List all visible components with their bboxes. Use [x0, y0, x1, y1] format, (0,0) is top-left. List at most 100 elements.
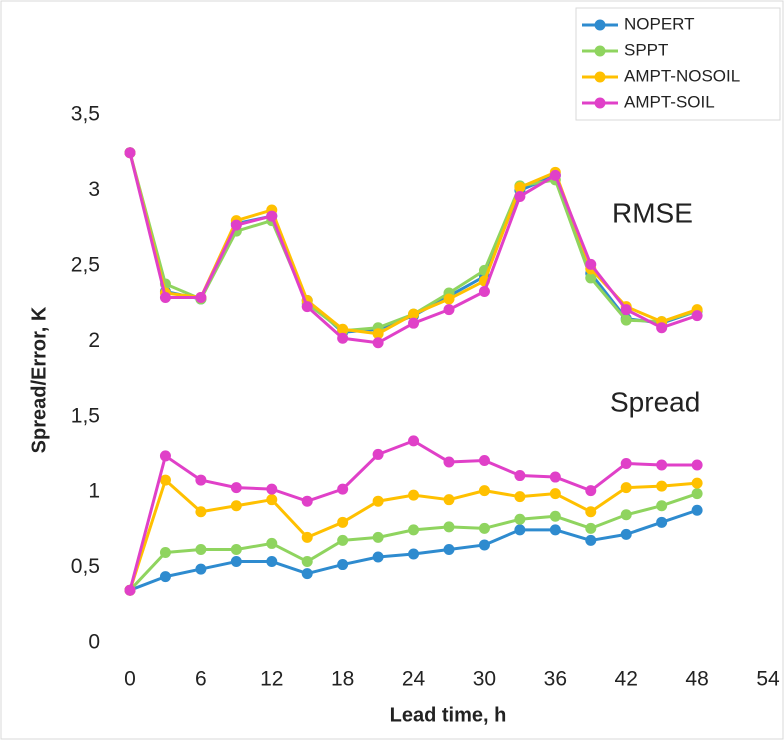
y-tick-label: 1	[88, 480, 100, 503]
data-point	[585, 485, 597, 497]
data-point	[478, 454, 490, 466]
data-point	[514, 491, 526, 503]
data-point	[585, 522, 597, 534]
data-point	[337, 332, 349, 344]
data-point	[443, 521, 455, 533]
data-point	[124, 584, 136, 596]
legend-marker	[594, 71, 606, 83]
data-point	[620, 528, 632, 540]
data-point	[549, 524, 561, 536]
data-point	[301, 495, 313, 507]
data-point	[514, 190, 526, 202]
y-tick-label: 3,5	[71, 103, 100, 126]
data-point	[337, 323, 349, 335]
data-point	[266, 483, 278, 495]
y-axis-label: Spread/Error, K	[28, 306, 50, 453]
legend-label: NOPERT	[624, 14, 695, 33]
y-tick-label: 0,5	[71, 555, 100, 578]
data-point	[230, 500, 242, 512]
data-point	[408, 317, 420, 329]
data-point	[691, 488, 703, 500]
data-point	[620, 482, 632, 494]
data-point	[549, 488, 561, 500]
data-point	[301, 568, 313, 580]
data-point	[372, 551, 384, 563]
data-point	[230, 219, 242, 231]
data-point	[159, 474, 171, 486]
data-point	[408, 308, 420, 320]
data-point	[585, 506, 597, 518]
data-point	[159, 450, 171, 462]
y-tick-label: 2	[88, 329, 100, 352]
data-point	[549, 510, 561, 522]
data-point	[408, 524, 420, 536]
data-point	[478, 539, 490, 551]
annotation: Spread	[610, 386, 700, 417]
data-point	[408, 548, 420, 560]
data-point	[443, 293, 455, 305]
data-point	[301, 531, 313, 543]
data-point	[656, 500, 668, 512]
data-point	[514, 524, 526, 536]
legend-label: SPPT	[624, 40, 668, 59]
data-point	[408, 435, 420, 447]
data-point	[585, 534, 597, 546]
data-point	[372, 531, 384, 543]
data-point	[230, 556, 242, 568]
x-tick-label: 6	[195, 668, 207, 691]
data-point	[443, 304, 455, 316]
data-point	[301, 301, 313, 313]
data-point	[372, 495, 384, 507]
data-point	[372, 328, 384, 340]
data-point	[266, 537, 278, 549]
x-tick-label: 12	[260, 668, 283, 691]
legend-label: AMPT-SOIL	[624, 92, 715, 111]
data-point	[159, 571, 171, 583]
data-point	[620, 314, 632, 326]
y-tick-label: 0	[88, 631, 100, 654]
data-point	[620, 457, 632, 469]
data-point	[514, 513, 526, 525]
data-point	[691, 310, 703, 322]
x-tick-label: 54	[756, 668, 780, 691]
data-point	[372, 337, 384, 349]
data-point	[620, 304, 632, 316]
data-point	[656, 459, 668, 471]
data-point	[195, 543, 207, 555]
x-tick-label: 30	[473, 668, 496, 691]
legend-marker	[594, 45, 606, 57]
x-tick-label: 36	[544, 668, 567, 691]
data-point	[301, 556, 313, 568]
data-point	[514, 470, 526, 482]
legend-label: AMPT-NOSOIL	[624, 66, 740, 85]
data-point	[478, 522, 490, 534]
x-tick-label: 42	[615, 668, 638, 691]
data-point	[337, 534, 349, 546]
data-point	[478, 286, 490, 298]
data-point	[230, 543, 242, 555]
x-tick-label: 18	[331, 668, 354, 691]
data-point	[443, 494, 455, 506]
data-point	[691, 504, 703, 516]
data-point	[585, 258, 597, 270]
data-point	[159, 546, 171, 558]
data-point	[478, 485, 490, 497]
data-point	[159, 292, 171, 304]
data-point	[195, 506, 207, 518]
data-point	[443, 456, 455, 468]
annotation: RMSE	[612, 197, 693, 228]
y-tick-label: 3	[88, 178, 100, 201]
data-point	[620, 509, 632, 521]
data-point	[124, 147, 136, 159]
data-point	[195, 474, 207, 486]
x-tick-label: 0	[124, 668, 136, 691]
data-point	[230, 482, 242, 494]
data-point	[656, 480, 668, 492]
y-tick-label: 2,5	[71, 253, 100, 276]
data-point	[266, 210, 278, 222]
data-point	[514, 181, 526, 193]
data-point	[691, 477, 703, 489]
data-point	[691, 459, 703, 471]
